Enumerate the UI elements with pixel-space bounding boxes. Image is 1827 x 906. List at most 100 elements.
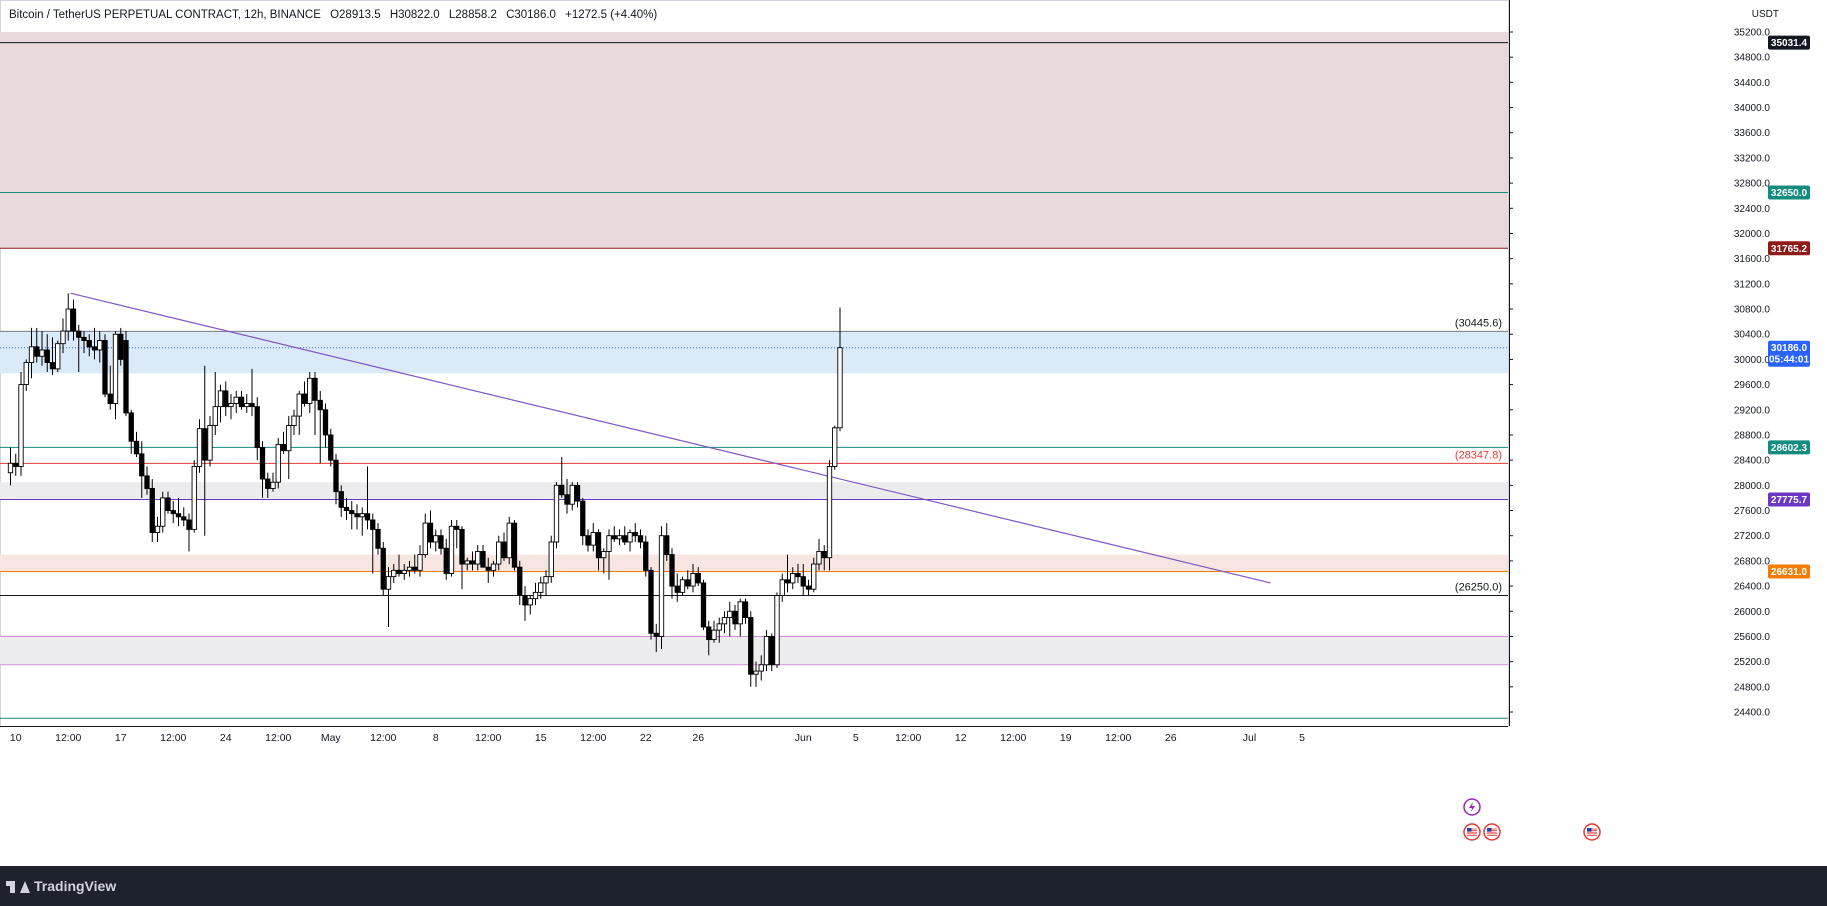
candle-up — [60, 330, 66, 345]
candle-down — [317, 399, 323, 411]
candle-down — [396, 569, 402, 574]
candle-up — [401, 569, 407, 574]
y-tick-label: 29200.0 — [1734, 405, 1771, 416]
x-tick-label: 12 — [955, 732, 967, 744]
candle-down — [170, 510, 176, 515]
price-chart[interactable]: (30445.6) (28347.8) (26250.0) USDT 35200.0 34… — [0, 0, 1827, 866]
candle-down — [333, 459, 339, 493]
candle-up — [763, 635, 770, 666]
price-label: 28602.3 — [1768, 440, 1810, 455]
price-label-text: 27775.7 — [1771, 495, 1808, 506]
candle-down — [795, 573, 801, 578]
price-label: 32650.0 — [1768, 185, 1810, 200]
candle-down — [769, 635, 775, 666]
candle-up — [837, 347, 843, 429]
y-tick-label: 33600.0 — [1734, 128, 1771, 139]
price-label-text: 26631.0 — [1771, 567, 1808, 578]
candle-down — [76, 330, 82, 338]
currency-label: USDT — [1752, 9, 1779, 20]
candle-up — [569, 484, 575, 505]
symbol-title[interactable]: Bitcoin / TetherUS PERPETUAL CONTRACT, 1… — [9, 9, 321, 21]
candle-up — [727, 610, 733, 619]
price-label-text: 30186.0 — [1771, 343, 1808, 354]
us-flag-icon — [1583, 823, 1601, 841]
candle-down — [821, 550, 827, 559]
candle-down — [343, 506, 350, 511]
tradingview-logo-icon — [6, 879, 30, 893]
candle-up — [490, 563, 497, 571]
candle-down — [102, 340, 108, 395]
candle-up — [359, 513, 365, 518]
y-tick-label: 32000.0 — [1734, 229, 1771, 240]
price-zone — [0, 331, 1508, 374]
level-annotation: (26250.0) — [1455, 582, 1502, 594]
chart-area[interactable]: (30445.6) (28347.8) (26250.0) USDT 35200.0 34… — [0, 0, 1827, 866]
candle-down — [139, 453, 145, 477]
candle-down — [265, 478, 271, 489]
x-tick-label: 12:00 — [580, 732, 606, 744]
candle-up — [616, 535, 623, 540]
candle-down — [443, 547, 449, 574]
x-tick-label: 17 — [115, 732, 127, 744]
level-annotation: (28347.8) — [1455, 449, 1502, 461]
candle-down — [128, 412, 134, 442]
x-tick-label: Jul — [1243, 732, 1256, 744]
us-flag-icon — [1483, 823, 1501, 841]
candle-up — [212, 406, 218, 426]
candle-up — [296, 393, 302, 417]
candle-down — [706, 626, 712, 641]
candle-down — [648, 569, 654, 634]
y-tick-label: 31600.0 — [1734, 254, 1771, 265]
y-tick-label: 28000.0 — [1734, 481, 1771, 492]
candle-up — [18, 384, 24, 467]
candle-up — [228, 403, 234, 408]
x-tick-label: 5 — [853, 732, 859, 744]
x-tick-label: 24 — [220, 732, 232, 744]
candle-up — [464, 560, 470, 565]
candle-down — [118, 333, 124, 360]
candle-down — [622, 535, 628, 543]
ohlc-change: +1272.5 (+4.40%) — [565, 9, 658, 21]
candle-down — [280, 443, 287, 452]
price-label: 26631.0 — [1768, 564, 1810, 579]
candle-down — [338, 491, 344, 508]
x-tick-label: 12:00 — [1105, 732, 1131, 744]
candle-down — [611, 535, 617, 540]
candle-up — [275, 443, 281, 483]
y-tick-label: 24400.0 — [1734, 708, 1771, 719]
x-tick-label: 22 — [640, 732, 652, 744]
candle-up — [658, 535, 665, 637]
candle-up — [433, 535, 439, 543]
candle-down — [123, 340, 129, 414]
candle-down — [784, 579, 791, 584]
candle-down — [685, 579, 691, 587]
candle-up — [711, 629, 717, 641]
price-zone — [0, 32, 1508, 249]
candle-up — [233, 396, 239, 404]
candle-up — [28, 346, 35, 364]
ohlc-high: H30822.0 — [389, 9, 440, 21]
candle-down — [91, 346, 98, 351]
candle-down — [322, 409, 329, 436]
candle-down — [44, 349, 50, 364]
candle-down — [800, 576, 806, 587]
candle-down — [674, 585, 680, 593]
candle-up — [65, 308, 71, 332]
candle-up — [23, 362, 29, 386]
candle-down — [34, 346, 40, 357]
candle-down — [223, 390, 229, 408]
x-tick-label: Jun — [795, 732, 812, 744]
candle-up — [496, 541, 502, 565]
candle-up — [160, 497, 166, 527]
tradingview-logo[interactable]: TradingView — [6, 878, 116, 894]
candle-up — [532, 591, 539, 600]
x-tick-label: 12:00 — [55, 732, 81, 744]
price-label: 27775.7 — [1768, 492, 1810, 507]
candle-up — [690, 573, 696, 587]
lightning-icon — [1463, 798, 1481, 816]
candle-up — [826, 465, 833, 559]
candle-down — [370, 519, 376, 530]
candle-up — [538, 582, 544, 593]
candle-up — [790, 573, 796, 584]
candle-up — [385, 576, 392, 590]
